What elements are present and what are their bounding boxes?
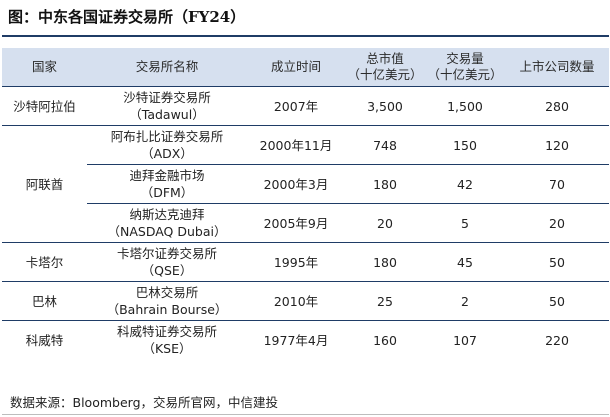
exchange-cell: 卡塔尔证券交易所 （QSE）: [87, 242, 247, 282]
listed-cell: 20: [505, 203, 609, 243]
exchange-cell: 科威特证券交易所 （KSE）: [87, 320, 247, 359]
table-row: 阿联酋 阿布扎比证券交易所 （ADX） 2000年11月 748 150 120: [2, 125, 609, 243]
country-cell: 科威特: [2, 320, 87, 359]
exchange-name-en: （QSE）: [141, 263, 193, 278]
market-cap-cell: 20: [345, 203, 425, 243]
header-country: 国家: [2, 48, 87, 87]
listed-cell: 120: [505, 125, 609, 165]
exchange-name-cn: 迪拜金融市场: [129, 168, 205, 183]
volume-cell: 150: [425, 125, 505, 165]
founded-cell: 2000年3月: [247, 164, 345, 204]
listed-cell: 50: [505, 242, 609, 282]
table-row: 迪拜金融市场 （DFM） 2000年3月 180 42 70: [2, 164, 609, 204]
exchange-name-cn: 巴林交易所: [135, 285, 199, 300]
country-cell: 卡塔尔: [2, 242, 87, 282]
founded-cell: 1995年: [247, 242, 345, 282]
header-market-cap: 总市值 （十亿美元）: [345, 48, 425, 87]
header-market-cap-line2: （十亿美元）: [347, 67, 423, 82]
market-cap-cell: 25: [345, 281, 425, 321]
exchange-name-cn: 阿布扎比证券交易所: [110, 129, 224, 144]
exchange-cell: 阿布扎比证券交易所 （ADX）: [87, 125, 247, 165]
table-row: 卡塔尔 卡塔尔证券交易所 （QSE） 1995年 180 45 50: [2, 242, 609, 282]
volume-cell: 1,500: [425, 86, 505, 126]
header-market-cap-line1: 总市值: [366, 51, 404, 66]
exchange-name-en: （Tadawul）: [129, 107, 205, 122]
exchange-name-cn: 纳斯达克迪拜: [129, 207, 205, 222]
volume-cell: 45: [425, 242, 505, 282]
table-row: 沙特阿拉伯 沙特证券交易所 （Tadawul） 2007年 3,500 1,50…: [2, 86, 609, 126]
market-cap-cell: 180: [345, 242, 425, 282]
source-note: 数据来源：Bloomberg，交易所官网，中信建投: [10, 395, 278, 410]
founded-cell: 2005年9月: [247, 203, 345, 243]
founded-cell: 2007年: [247, 86, 345, 126]
country-cell: 沙特阿拉伯: [2, 86, 87, 126]
founded-cell: 1977年4月: [247, 320, 345, 359]
title-rule: [2, 35, 609, 37]
exchange-cell: 纳斯达克迪拜 （NASDAQ Dubai）: [87, 203, 247, 243]
header-listed-companies: 上市公司数量: [505, 48, 609, 87]
header-exchange: 交易所名称: [87, 48, 247, 87]
exchange-name-cn: 科威特证券交易所: [116, 324, 217, 339]
figure-title: 图：中东各国证券交易所（FY24）: [8, 8, 246, 26]
exchange-cell: 巴林交易所 （Bahrain Bourse）: [87, 281, 247, 321]
exchange-name-en: （KSE）: [142, 341, 192, 356]
exchange-name-cn: 卡塔尔证券交易所: [116, 246, 217, 261]
listed-cell: 280: [505, 86, 609, 126]
exchange-cell: 迪拜金融市场 （DFM）: [87, 164, 247, 204]
header-volume: 交易量 （十亿美元）: [425, 48, 505, 87]
table-row: 科威特 科威特证券交易所 （KSE） 1977年4月 160 107 220: [2, 320, 609, 359]
volume-cell: 2: [425, 281, 505, 321]
exchange-name-cn: 沙特证券交易所: [123, 90, 211, 105]
exchange-name-en: （Bahrain Bourse）: [106, 302, 228, 317]
country-cell: 阿联酋: [2, 125, 87, 243]
volume-cell: 42: [425, 164, 505, 204]
exchanges-table: 国家 交易所名称 成立时间 总市值 （十亿美元） 交易量 （十亿美元） 上市公司…: [2, 48, 609, 359]
market-cap-cell: 3,500: [345, 86, 425, 126]
market-cap-cell: 180: [345, 164, 425, 204]
country-cell: 巴林: [2, 281, 87, 321]
bottom-rule: [2, 414, 609, 415]
table-header-row: 国家 交易所名称 成立时间 总市值 （十亿美元） 交易量 （十亿美元） 上市公司…: [2, 48, 609, 87]
header-founded: 成立时间: [247, 48, 345, 87]
listed-cell: 220: [505, 320, 609, 359]
table-row: 巴林 巴林交易所 （Bahrain Bourse） 2010年 25 2 50: [2, 281, 609, 321]
header-volume-line1: 交易量: [446, 51, 484, 66]
market-cap-cell: 748: [345, 125, 425, 165]
exchange-name-en: （DFM）: [140, 185, 194, 200]
volume-cell: 107: [425, 320, 505, 359]
exchange-cell: 沙特证券交易所 （Tadawul）: [87, 86, 247, 126]
market-cap-cell: 160: [345, 320, 425, 359]
listed-cell: 70: [505, 164, 609, 204]
table-row: 纳斯达克迪拜 （NASDAQ Dubai） 2005年9月 20 5 20: [2, 203, 609, 243]
founded-cell: 2000年11月: [247, 125, 345, 165]
volume-cell: 5: [425, 203, 505, 243]
exchange-name-en: （ADX）: [141, 146, 193, 161]
exchange-name-en: （NASDAQ Dubai）: [107, 224, 227, 239]
header-volume-line2: （十亿美元）: [427, 67, 503, 82]
listed-cell: 50: [505, 281, 609, 321]
founded-cell: 2010年: [247, 281, 345, 321]
